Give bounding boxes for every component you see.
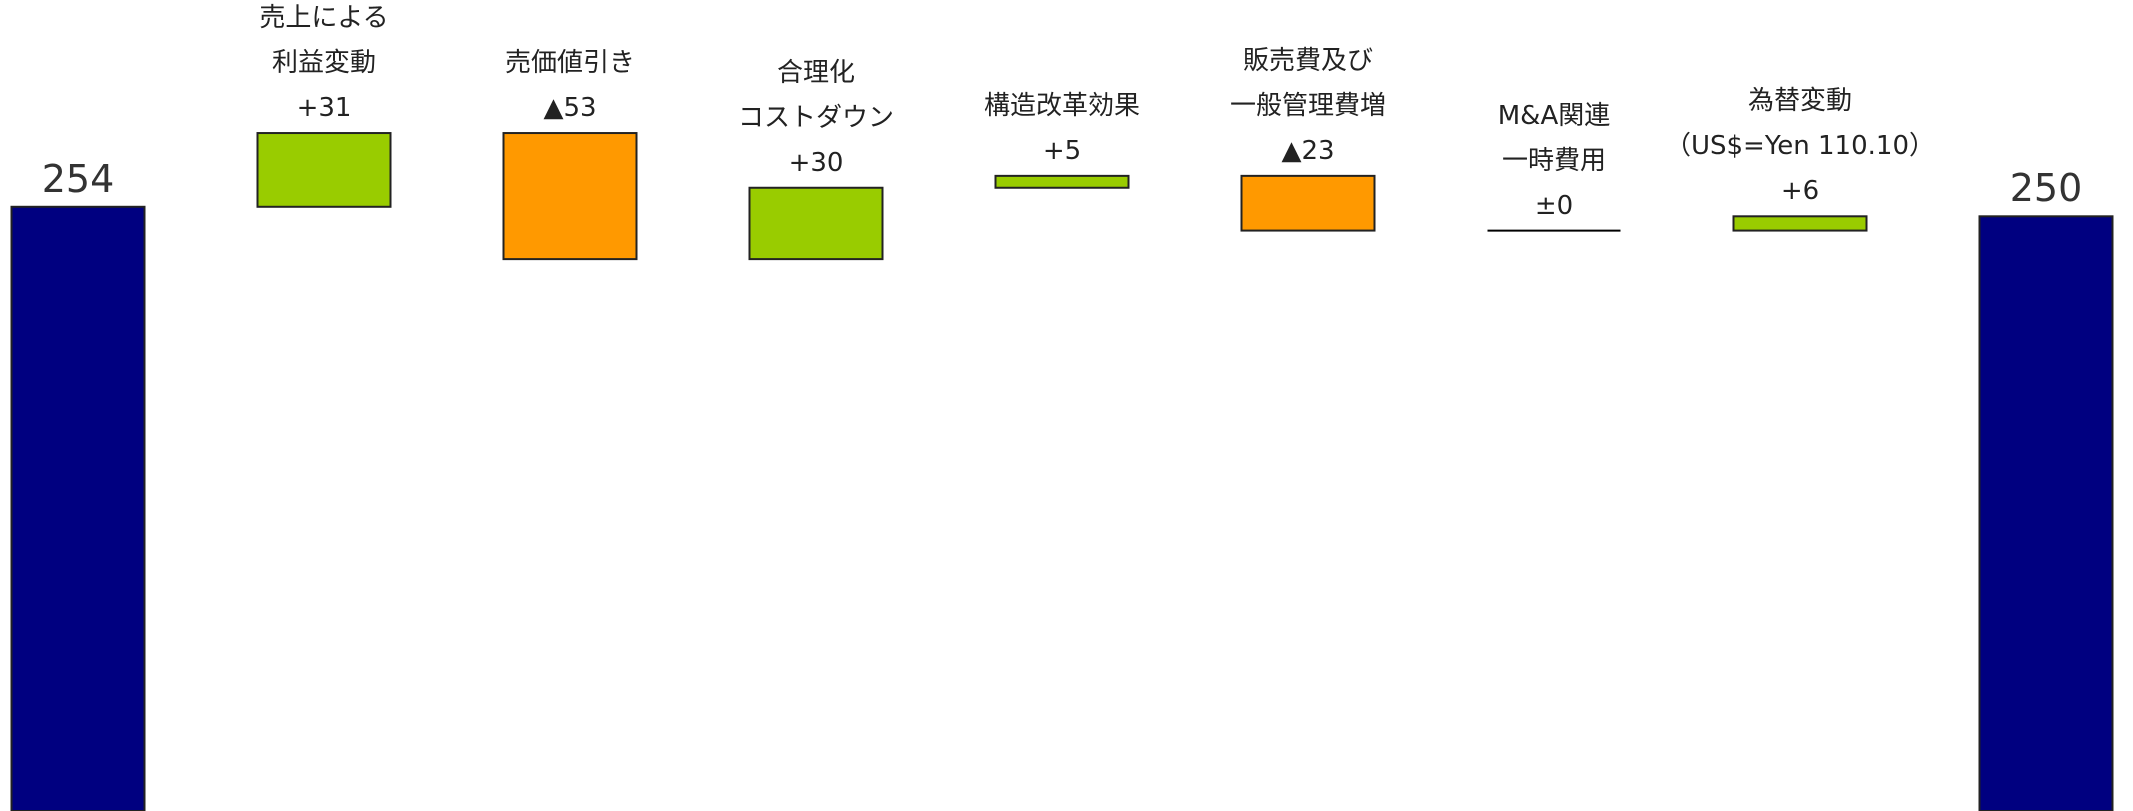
category-label: 売価値引き xyxy=(504,48,635,79)
value-label: 254 xyxy=(41,156,115,201)
bar-label-group: 販売費及び 一般管理費増 ▲23 xyxy=(1148,39,1468,174)
bar xyxy=(1978,215,2114,811)
value-label: +30 xyxy=(788,147,844,178)
bar xyxy=(1240,174,1376,232)
category-label: 為替変動 （US$=Yen 110.10） xyxy=(1664,86,1935,162)
bar-label-group: 構造改革効果 +5 xyxy=(902,84,1222,174)
value-label: 250 xyxy=(2009,166,2083,211)
category-label: 合理化 コストダウン xyxy=(737,57,894,133)
bar-label-group: 売上による 利益変動 +31 xyxy=(164,0,484,131)
bar xyxy=(1732,215,1868,232)
bar-label-group: 254 xyxy=(0,153,238,205)
category-label: 販売費及び 一般管理費増 xyxy=(1229,45,1386,121)
bar-label-group: 売価値引き ▲53 xyxy=(410,41,730,131)
value-label: ▲53 xyxy=(543,93,597,124)
bar xyxy=(748,186,884,261)
bar-label-group: 250 xyxy=(1886,162,2133,214)
value-label: +31 xyxy=(296,93,352,124)
category-label: 構造改革効果 xyxy=(983,90,1140,121)
value-label: +6 xyxy=(1780,176,1820,207)
bar-label-group: 為替変動 （US$=Yen 110.10） +6 xyxy=(1640,79,1960,214)
value-label: ±0 xyxy=(1534,190,1574,221)
category-label: M&A関連 一時費用 xyxy=(1497,100,1611,176)
bar xyxy=(256,132,392,208)
value-label: ▲23 xyxy=(1281,135,1335,166)
bar xyxy=(502,132,638,261)
bar xyxy=(10,205,146,811)
bar xyxy=(994,174,1130,189)
category-label: 売上による 利益変動 xyxy=(259,3,389,79)
value-label: +5 xyxy=(1042,135,1082,166)
bar-label-group: M&A関連 一時費用 ±0 xyxy=(1394,94,1714,229)
bar-label-group: 合理化 コストダウン +30 xyxy=(656,51,976,186)
